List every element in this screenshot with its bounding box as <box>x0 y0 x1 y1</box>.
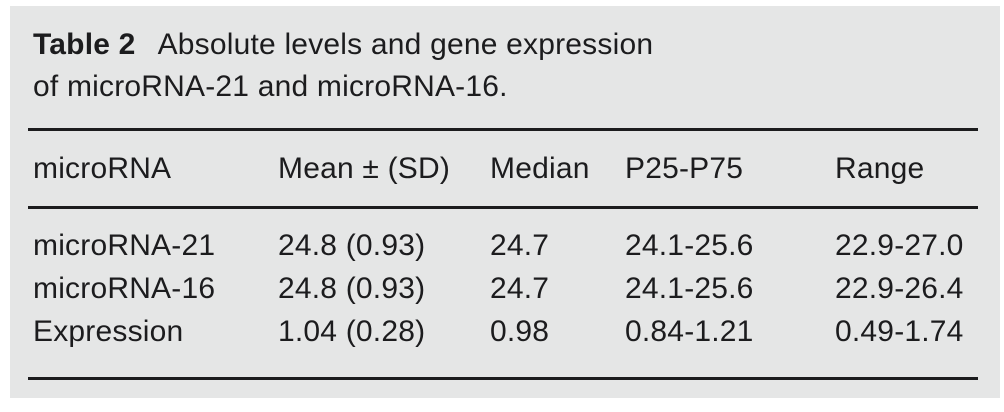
table-row: microRNA-21 24.8 (0.93) 24.7 24.1-25.6 2… <box>33 229 977 263</box>
cell-range: 22.9-26.4 <box>835 272 964 305</box>
table-header-row: microRNA Mean ± (SD) Median P25-P75 Rang… <box>33 152 977 186</box>
table-row: Expression 1.04 (0.28) 0.98 0.84-1.21 0.… <box>33 315 977 349</box>
column-header-microrna: microRNA <box>33 152 172 185</box>
cell-range: 0.49-1.74 <box>835 315 964 348</box>
cell-median: 24.7 <box>490 229 550 262</box>
rule-top <box>28 128 978 131</box>
table-label: Table 2 <box>33 28 136 61</box>
cell-mean-sd: 24.8 (0.93) <box>278 272 426 305</box>
cell-row-label: microRNA-16 <box>33 272 216 305</box>
cell-p25-p75: 0.84-1.21 <box>625 315 754 348</box>
table-row: microRNA-16 24.8 (0.93) 24.7 24.1-25.6 2… <box>33 272 977 306</box>
column-header-median: Median <box>490 152 590 185</box>
cell-mean-sd: 1.04 (0.28) <box>278 315 426 348</box>
cell-row-label: Expression <box>33 315 184 348</box>
cell-median: 24.7 <box>490 272 550 305</box>
cell-median: 0.98 <box>490 315 550 348</box>
cell-p25-p75: 24.1-25.6 <box>625 229 754 262</box>
table-caption: Table 2 Absolute levels and gene expressi… <box>33 24 963 108</box>
column-header-p25-p75: P25-P75 <box>625 152 744 185</box>
rule-mid <box>28 206 978 209</box>
table-caption-line1: Table 2 Absolute levels and gene expressi… <box>33 24 963 66</box>
column-header-mean-sd: Mean ± (SD) <box>278 152 451 185</box>
table-panel: Table 2 Absolute levels and gene expressi… <box>10 6 1000 398</box>
table-caption-line2: of microRNA-21 and microRNA-16. <box>33 70 508 103</box>
cell-row-label: microRNA-21 <box>33 229 216 262</box>
cell-mean-sd: 24.8 (0.93) <box>278 229 426 262</box>
rule-bottom <box>28 377 978 380</box>
column-header-range: Range <box>835 152 925 185</box>
cell-p25-p75: 24.1-25.6 <box>625 272 754 305</box>
table-title-text: Absolute levels and gene expression <box>157 28 654 61</box>
cell-range: 22.9-27.0 <box>835 229 964 262</box>
